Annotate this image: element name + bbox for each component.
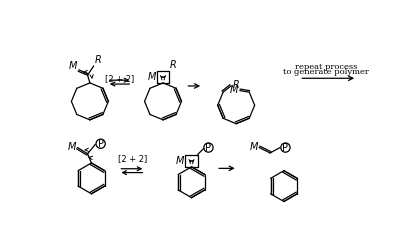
- Text: P: P: [205, 143, 212, 153]
- Text: M: M: [68, 61, 77, 71]
- Text: to generate polymer: to generate polymer: [283, 68, 369, 76]
- Text: M: M: [176, 156, 185, 166]
- Text: M: M: [68, 142, 76, 152]
- Text: [2 + 2]: [2 + 2]: [117, 155, 147, 164]
- Text: R: R: [170, 60, 177, 70]
- Text: P: P: [98, 139, 104, 149]
- Text: M: M: [249, 142, 258, 152]
- Text: R: R: [95, 55, 101, 65]
- Text: M: M: [230, 85, 239, 95]
- Text: R: R: [232, 80, 239, 90]
- Text: P: P: [283, 143, 288, 153]
- Text: repeat process: repeat process: [295, 63, 357, 71]
- Text: M: M: [148, 72, 156, 82]
- Text: [2 + 2]: [2 + 2]: [105, 74, 134, 83]
